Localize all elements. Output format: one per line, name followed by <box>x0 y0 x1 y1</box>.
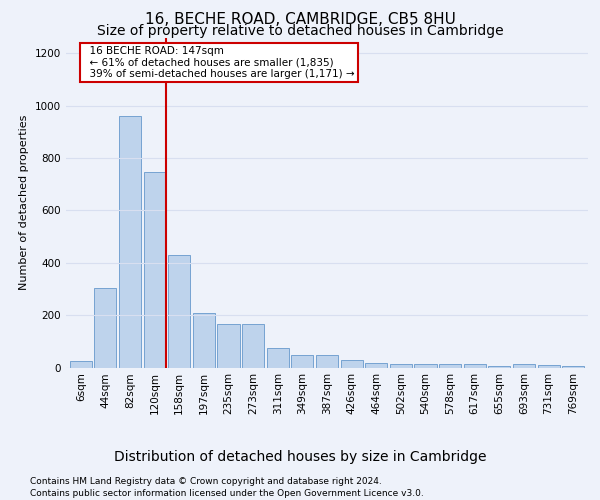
Bar <box>439 364 461 368</box>
Y-axis label: Number of detached properties: Number of detached properties <box>19 115 29 290</box>
Bar <box>70 361 92 368</box>
Bar <box>94 288 116 368</box>
Text: Size of property relative to detached houses in Cambridge: Size of property relative to detached ho… <box>97 24 503 38</box>
Text: Contains public sector information licensed under the Open Government Licence v3: Contains public sector information licen… <box>30 489 424 498</box>
Bar <box>316 355 338 368</box>
Text: Contains HM Land Registry data © Crown copyright and database right 2024.: Contains HM Land Registry data © Crown c… <box>30 478 382 486</box>
Text: Distribution of detached houses by size in Cambridge: Distribution of detached houses by size … <box>114 450 486 464</box>
Bar <box>341 360 363 368</box>
Text: 16, BECHE ROAD, CAMBRIDGE, CB5 8HU: 16, BECHE ROAD, CAMBRIDGE, CB5 8HU <box>145 12 455 28</box>
Bar <box>390 364 412 368</box>
Bar <box>365 363 388 368</box>
Bar <box>217 324 239 368</box>
Bar <box>464 364 486 368</box>
Bar <box>291 355 313 368</box>
Bar <box>513 364 535 368</box>
Bar <box>266 348 289 368</box>
Bar <box>168 255 190 368</box>
Bar <box>415 364 437 368</box>
Bar <box>193 312 215 368</box>
Text: 16 BECHE ROAD: 147sqm
  ← 61% of detached houses are smaller (1,835)
  39% of se: 16 BECHE ROAD: 147sqm ← 61% of detached … <box>83 46 355 79</box>
Bar <box>488 366 511 368</box>
Bar <box>242 324 264 368</box>
Bar <box>562 366 584 368</box>
Bar <box>143 172 166 368</box>
Bar <box>538 365 560 368</box>
Bar <box>119 116 141 368</box>
